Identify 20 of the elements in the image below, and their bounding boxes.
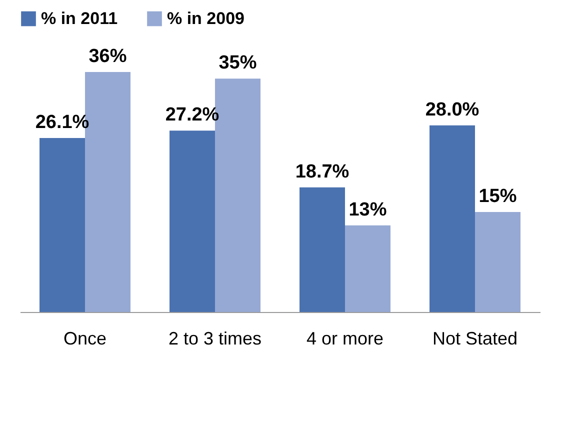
data-label: 27.2% <box>165 104 220 126</box>
bar <box>475 212 520 312</box>
legend-label: % in 2009 <box>167 8 244 28</box>
data-label: 35% <box>218 52 257 74</box>
data-label: 36% <box>88 46 127 67</box>
bar <box>40 138 85 312</box>
data-label: 28.0% <box>425 99 480 120</box>
bar <box>345 225 390 312</box>
legend-label: % in 2011 <box>41 8 118 28</box>
data-label: 18.7% <box>295 161 350 182</box>
x-tick-label: 2 to 3 times <box>168 328 262 348</box>
x-tick-label: Not Stated <box>432 328 518 348</box>
data-label: 15% <box>478 186 517 207</box>
x-tick-label: Once <box>63 328 107 348</box>
data-label: 26.1% <box>35 112 90 133</box>
bar <box>170 130 215 312</box>
bar <box>430 125 475 312</box>
data-label: 13% <box>348 199 387 220</box>
x-tick-label: 4 or more <box>306 328 384 348</box>
bar <box>300 187 345 312</box>
